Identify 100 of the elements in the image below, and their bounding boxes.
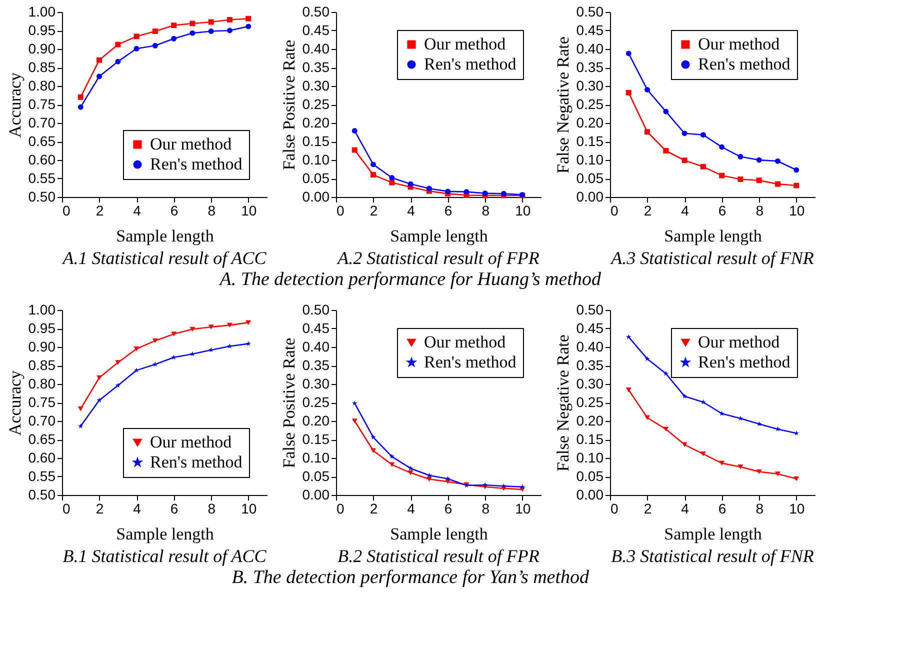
y-tick-label: 0.20 bbox=[576, 114, 604, 130]
legend-label: Ren's method bbox=[150, 154, 243, 174]
y-axis-title: False Negative Rate bbox=[553, 334, 572, 472]
point bbox=[246, 320, 252, 325]
point bbox=[152, 338, 158, 344]
x-tick-label: 2 bbox=[370, 202, 378, 218]
x-tick-label: 10 bbox=[515, 500, 531, 516]
x-tick-label: 10 bbox=[789, 500, 805, 516]
point bbox=[738, 176, 744, 182]
point bbox=[152, 42, 158, 48]
y-tick-label: 0.05 bbox=[576, 468, 604, 484]
point bbox=[352, 400, 358, 406]
point bbox=[644, 415, 650, 420]
point bbox=[190, 326, 196, 332]
point bbox=[370, 448, 376, 453]
y-tick-label: 0.55 bbox=[28, 170, 56, 186]
point bbox=[190, 30, 196, 36]
x-tick-label: 0 bbox=[610, 500, 618, 516]
x-tick-label: 2 bbox=[96, 500, 104, 516]
point bbox=[700, 452, 706, 456]
point bbox=[445, 476, 450, 481]
y-tick-label: 0.30 bbox=[302, 376, 330, 392]
point bbox=[226, 28, 232, 34]
y-tick-label: 0.00 bbox=[576, 486, 604, 502]
y-tick-label: 0.75 bbox=[28, 96, 56, 112]
point bbox=[626, 388, 632, 392]
point bbox=[663, 148, 669, 154]
point bbox=[370, 172, 376, 178]
x-tick-label: 10 bbox=[241, 500, 257, 516]
y-tick-label: 0.10 bbox=[576, 450, 604, 466]
x-tick-label: 6 bbox=[444, 500, 452, 516]
x-tick-label: 8 bbox=[482, 202, 490, 218]
legend-label: Ren's method bbox=[698, 352, 791, 372]
x-tick-label: 4 bbox=[407, 202, 416, 218]
y-tick-label: 0.55 bbox=[28, 468, 56, 484]
x-axis-title: Sample length bbox=[664, 524, 762, 544]
y-tick-label: 0.05 bbox=[302, 170, 330, 186]
y-tick-label: 0.10 bbox=[576, 152, 604, 168]
y-tick-label: 0.95 bbox=[28, 320, 56, 336]
point bbox=[756, 178, 762, 184]
point bbox=[370, 434, 376, 440]
point bbox=[208, 19, 214, 25]
x-tick-label: 6 bbox=[718, 500, 726, 516]
point bbox=[115, 382, 121, 388]
point bbox=[208, 324, 214, 330]
point bbox=[426, 472, 432, 478]
y-axis-title: Accuracy bbox=[5, 72, 24, 138]
point bbox=[626, 334, 632, 340]
y-tick-label: 0.15 bbox=[576, 431, 604, 447]
y-tick-label: 0.60 bbox=[28, 152, 56, 168]
point bbox=[426, 476, 432, 482]
y-tick-label: 0.15 bbox=[576, 133, 604, 149]
point bbox=[700, 164, 706, 170]
text: A.2 Statistical result of FPR bbox=[336, 248, 540, 268]
y-tick-label: 0.30 bbox=[576, 78, 604, 94]
point bbox=[626, 90, 632, 96]
y-tick-label: 1.00 bbox=[28, 302, 56, 318]
point bbox=[352, 418, 358, 424]
y-axis-title: False Positive Rate bbox=[279, 338, 298, 468]
text: B. The detection performance for Yan’s method bbox=[232, 567, 590, 588]
point bbox=[389, 180, 395, 186]
legend-label: Our method bbox=[698, 34, 780, 54]
y-tick-label: 0.70 bbox=[28, 412, 56, 428]
y-tick-label: 0.75 bbox=[28, 394, 56, 410]
x-tick-label: 4 bbox=[681, 500, 690, 516]
point bbox=[738, 464, 744, 470]
text: B.3 Statistical result of FNR bbox=[611, 546, 814, 566]
point bbox=[208, 28, 214, 34]
point bbox=[663, 108, 669, 114]
point bbox=[96, 57, 102, 63]
legend-label: Ren's method bbox=[424, 54, 517, 74]
point bbox=[426, 186, 432, 192]
y-axis-title: False Positive Rate bbox=[279, 40, 298, 170]
y-tick-label: 0.90 bbox=[28, 338, 56, 354]
point bbox=[115, 42, 121, 48]
legend-label: Ren's method bbox=[150, 452, 243, 472]
x-tick-label: 10 bbox=[789, 202, 805, 218]
y-tick-label: 0.50 bbox=[302, 302, 330, 318]
point bbox=[78, 406, 84, 412]
y-tick-label: 0.25 bbox=[302, 96, 330, 112]
point bbox=[644, 129, 650, 135]
legend-label: Our method bbox=[150, 432, 232, 452]
y-tick-label: 0.50 bbox=[576, 4, 604, 20]
x-tick-label: 6 bbox=[170, 202, 178, 218]
point bbox=[663, 426, 669, 432]
y-tick-label: 0.70 bbox=[28, 114, 56, 130]
point bbox=[115, 360, 121, 365]
y-tick-label: 0.10 bbox=[302, 152, 330, 168]
point bbox=[719, 172, 725, 178]
y-tick-label: 0.40 bbox=[576, 40, 604, 56]
point bbox=[246, 16, 252, 22]
y-tick-label: 0.30 bbox=[302, 78, 330, 94]
x-axis-title: Sample length bbox=[116, 524, 214, 544]
y-tick-label: 0.45 bbox=[576, 320, 604, 336]
x-tick-label: 2 bbox=[370, 500, 378, 516]
text: B.2 Statistical result of FPR bbox=[338, 546, 540, 566]
y-tick-label: 0.15 bbox=[302, 133, 330, 149]
point bbox=[756, 157, 762, 163]
point bbox=[464, 189, 470, 195]
y-axis-title: Accuracy bbox=[5, 370, 24, 436]
